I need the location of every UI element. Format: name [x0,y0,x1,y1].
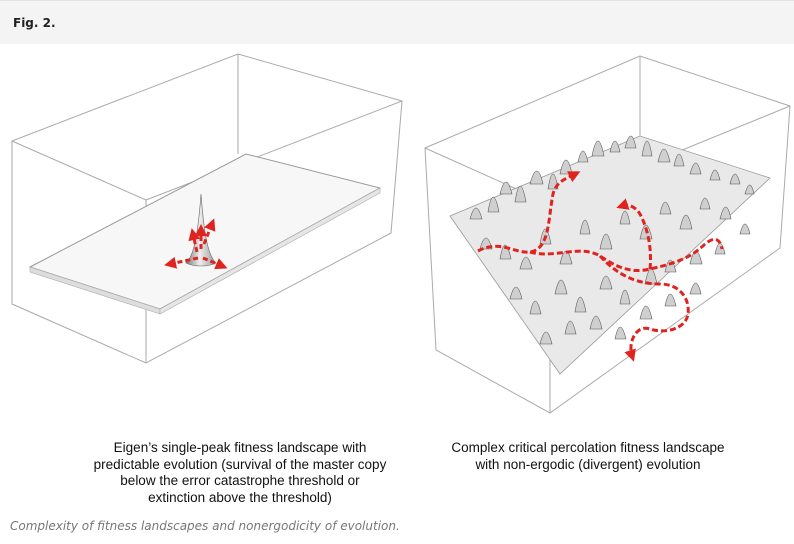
figure-illustration [11,53,791,414]
figure-caption: Complexity of fitness landscapes and non… [10,519,400,533]
caption-line: with non-ergodic (divergent) evolution [475,456,701,472]
rugged-surface [449,135,771,375]
figure-header: Fig. 2. [0,0,794,44]
single-peak-landscape [11,53,403,364]
caption-line: Complex critical percolation fitness lan… [451,440,725,455]
figure-label: Fig. 2. [13,16,56,30]
peak-evolution-arrows [164,218,228,270]
caption-line: below the error catastrophe threshold or [120,473,360,488]
caption-percolation: Complex critical percolation fitness lan… [418,440,758,473]
caption-line: predictable evolution (survival of the m… [93,456,387,472]
caption-line: Eigen’s single-peak fitness landscape wi… [113,440,367,455]
percolation-paths [477,171,724,362]
caption-single-peak: Eigen’s single-peak fitness landscape wi… [50,440,430,506]
percolation-landscape [424,55,791,414]
caption-line: extinction above the threshold) [148,489,332,505]
